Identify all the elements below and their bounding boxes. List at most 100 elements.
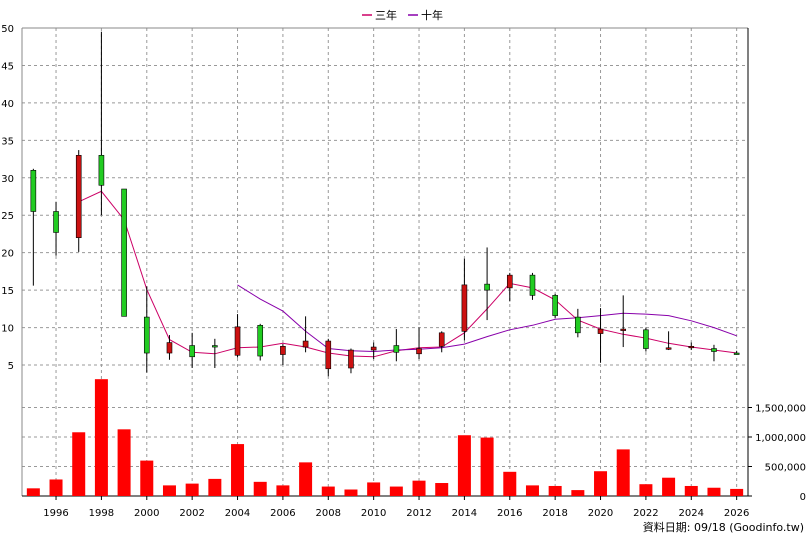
candle-body xyxy=(688,345,695,349)
candle-body xyxy=(121,188,127,317)
x-tick-label: 1998 xyxy=(89,508,114,519)
candle-body xyxy=(506,274,513,289)
x-tick-label: 2018 xyxy=(542,508,567,519)
x-tick-label: 2024 xyxy=(679,508,704,519)
candle-body xyxy=(75,155,82,239)
volume-tick-label: 0 xyxy=(800,492,806,503)
x-tick-label: 2016 xyxy=(497,508,522,519)
x-tick-label: 2002 xyxy=(179,508,204,519)
volume-bar xyxy=(117,429,131,496)
candlesticks xyxy=(30,31,740,377)
candle-body xyxy=(370,346,377,351)
candle-body xyxy=(575,316,581,334)
volume-bar xyxy=(639,484,653,496)
volume-bar xyxy=(140,460,154,496)
ten-year-line xyxy=(237,284,737,353)
candle-body xyxy=(302,340,309,348)
price-tick-label: 15 xyxy=(1,286,14,297)
price-tick-label: 50 xyxy=(1,24,14,35)
volume-bar xyxy=(616,449,630,496)
volume-bar xyxy=(321,486,335,496)
candle-body xyxy=(416,348,422,355)
candle-body xyxy=(212,345,218,348)
x-tick-label: 2014 xyxy=(452,508,477,519)
volume-bar xyxy=(94,379,108,496)
volume-bar xyxy=(367,482,381,496)
candle-body xyxy=(53,211,59,233)
candle-body xyxy=(597,328,604,334)
price-tick-label: 10 xyxy=(1,324,14,335)
x-tick-label: 2012 xyxy=(406,508,431,519)
x-tick-label: 2026 xyxy=(724,508,749,519)
x-tick-label: 2020 xyxy=(588,508,613,519)
price-tick-label: 5 xyxy=(8,361,14,372)
volume-bar xyxy=(299,462,313,496)
candle-body xyxy=(280,345,286,355)
candle-body xyxy=(234,326,241,356)
candle-body xyxy=(257,325,264,357)
volume-bar xyxy=(594,471,608,496)
volume-tick-label: 500,000 xyxy=(765,463,806,474)
candle-body xyxy=(30,169,37,212)
x-tick-label: 2008 xyxy=(316,508,341,519)
volume-bar xyxy=(389,486,403,496)
volume-bar xyxy=(571,490,585,496)
volume-bar xyxy=(49,479,63,496)
candle-body xyxy=(711,348,717,352)
candle-body xyxy=(438,332,445,347)
x-tick-label: 2000 xyxy=(134,508,159,519)
price-tick-label: 20 xyxy=(1,249,14,260)
candle-body xyxy=(733,352,740,355)
candle-body xyxy=(189,345,195,358)
legend: 三年 十年 xyxy=(362,8,443,22)
price-tick-label: 25 xyxy=(1,211,14,222)
price-tick-label: 35 xyxy=(1,136,14,147)
volume-bar xyxy=(707,487,721,496)
candle-body xyxy=(393,345,400,353)
volume-bar xyxy=(162,485,176,496)
volume-bar xyxy=(208,478,222,496)
x-tick-label: 2010 xyxy=(361,508,386,519)
volume-bar xyxy=(457,435,471,496)
candle-body xyxy=(484,283,490,291)
volume-bar xyxy=(730,488,744,496)
volume-bar xyxy=(662,477,676,496)
axis-labels: 5 10 15 20 25 30 35 40 45 50 0 500,000 1,000,000 1,50… xyxy=(1,24,806,519)
volume-bar xyxy=(26,488,40,496)
volume-bar xyxy=(253,481,267,496)
moving-average-lines xyxy=(78,190,737,358)
volume-bars xyxy=(26,379,744,496)
x-tick-label: 2006 xyxy=(270,508,295,519)
price-tick-label: 30 xyxy=(1,174,14,185)
volume-bar xyxy=(525,485,539,496)
x-tick-label: 2004 xyxy=(225,508,250,519)
volume-bar xyxy=(231,444,245,496)
volume-bar xyxy=(684,485,698,496)
volume-tick-label: 1,000,000 xyxy=(755,433,806,444)
candle-body xyxy=(143,316,150,354)
x-tick-label: 1996 xyxy=(43,508,68,519)
legend-label-three-year: 三年 xyxy=(375,8,397,22)
x-tick-label: 2022 xyxy=(633,508,658,519)
volume-bar xyxy=(276,485,290,496)
data-date-footer: 資料日期: 09/18 (Goodinfo.tw) xyxy=(643,520,804,534)
candle-body xyxy=(620,328,627,331)
candle-body xyxy=(98,155,105,186)
candle-body xyxy=(665,347,672,350)
volume-bar xyxy=(548,485,562,496)
price-tick-label: 45 xyxy=(1,61,14,72)
legend-label-ten-year: 十年 xyxy=(421,8,443,22)
candle-body xyxy=(348,349,354,369)
candle-body xyxy=(643,329,649,349)
volume-bar xyxy=(344,489,358,496)
volume-bar xyxy=(435,483,449,496)
candle-body xyxy=(325,340,332,370)
candle-body xyxy=(166,342,173,354)
candle-body xyxy=(529,274,536,296)
volume-bar xyxy=(72,432,86,496)
candle-body xyxy=(461,284,468,332)
price-tick-label: 40 xyxy=(1,99,14,110)
